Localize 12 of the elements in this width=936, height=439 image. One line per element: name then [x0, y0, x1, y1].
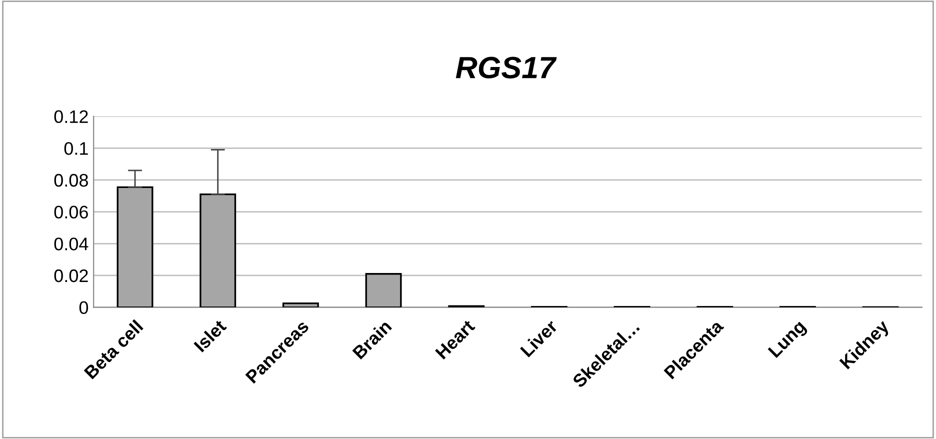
- y-tick-label: 0.12: [54, 110, 88, 124]
- y-tick-label: 0: [79, 301, 88, 314]
- chart-title: RGS17: [456, 56, 557, 78]
- y-tick-label: 0.08: [54, 174, 88, 187]
- y-tick-label: 0.04: [54, 238, 88, 250]
- bar: [282, 302, 319, 308]
- y-tick-label: 0.06: [54, 206, 88, 219]
- y-tick-label: 0.1: [64, 142, 88, 155]
- bar: [365, 273, 402, 308]
- bar: [200, 193, 236, 308]
- y-tick-label: 0.02: [54, 269, 88, 282]
- bar: [116, 186, 154, 308]
